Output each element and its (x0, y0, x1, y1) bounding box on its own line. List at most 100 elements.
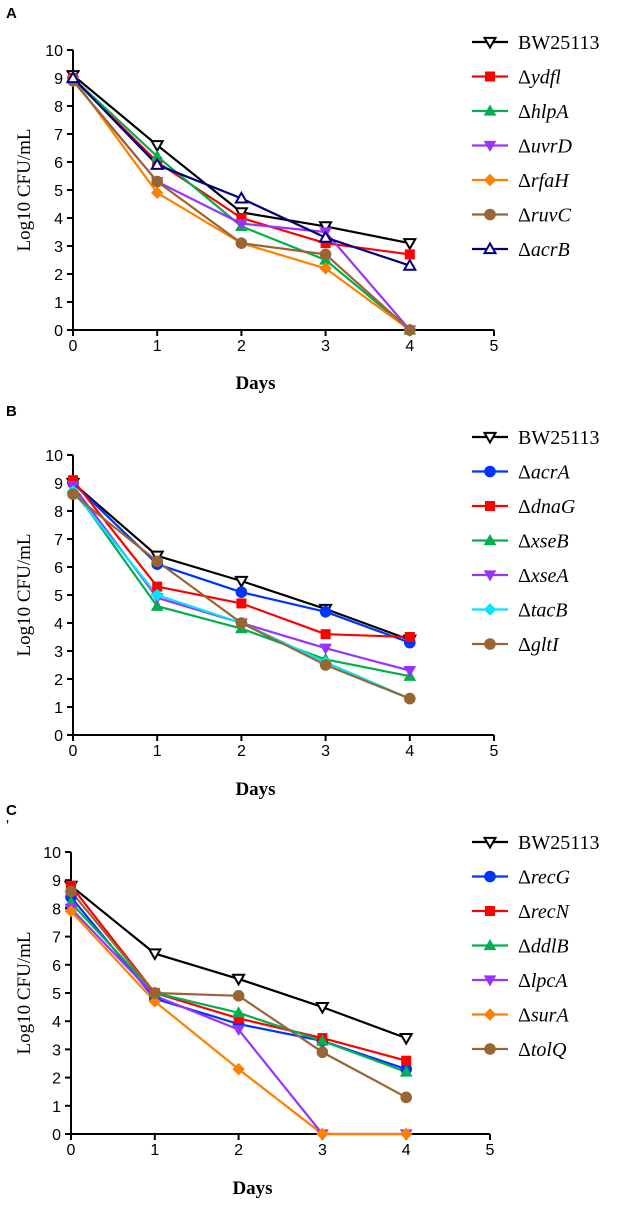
y-tick-label: 8 (52, 901, 61, 918)
data-point (232, 1025, 245, 1037)
legend-gene-name: xseA (530, 565, 570, 587)
panel-letter-a: A (6, 5, 17, 22)
data-point (65, 885, 77, 898)
y-tick-label: 1 (54, 700, 63, 717)
y-tick-label: 6 (54, 560, 63, 577)
legend-marker (484, 1043, 496, 1055)
legend-delta: Δ (518, 565, 531, 587)
legend-delta: Δ (518, 101, 531, 123)
legend-label: ΔacrB (518, 239, 570, 261)
data-point (316, 1046, 329, 1059)
x-tick-label: 0 (69, 338, 78, 355)
legend-label: ΔacrA (518, 462, 571, 484)
y-tick-label: 5 (52, 986, 61, 1003)
legend-delta: Δ (518, 970, 531, 992)
x-tick-label: 2 (237, 338, 246, 355)
legend-delta: Δ (518, 634, 531, 656)
legend-marker (484, 465, 496, 478)
data-point (151, 175, 163, 188)
y-axis-title: Log10 CFU/mL (14, 129, 35, 252)
data-point (399, 1065, 413, 1077)
legend-marker (483, 603, 497, 616)
data-point (402, 238, 418, 251)
panel-letter-c: C (6, 802, 17, 819)
y-tick-label: 7 (54, 532, 63, 549)
x-tick-label: 0 (69, 743, 78, 760)
legend-marker (482, 836, 498, 850)
data-point (232, 990, 245, 1002)
legend-marker (484, 638, 496, 650)
data-point (319, 248, 332, 261)
data-point (316, 1127, 329, 1141)
legend-label: ΔtacB (518, 600, 568, 622)
legend-label: ΔhlpA (518, 101, 569, 123)
legend-label: BW25113 (518, 832, 599, 854)
legend-marker (483, 104, 497, 116)
y-tick-label: 1 (54, 295, 63, 312)
data-point (148, 995, 162, 1008)
x-tick-label: 5 (490, 743, 499, 760)
legend-gene-name: acrA (531, 462, 571, 484)
data-point (398, 1032, 414, 1046)
y-tick-label: 8 (54, 504, 63, 521)
legend-delta: Δ (518, 531, 531, 553)
legend-delta: Δ (518, 67, 531, 89)
data-point (403, 665, 417, 678)
legend-delta: Δ (518, 867, 531, 889)
legend-gene-name: rfaH (531, 170, 570, 192)
panel-letter-b: B (6, 403, 17, 420)
y-tick-label: 4 (54, 211, 63, 228)
y-axis-title: Log10 CFU/mL (14, 534, 35, 657)
x-tick-label: 4 (405, 338, 414, 355)
y-tick-label: 0 (54, 323, 63, 340)
legend-marker (485, 71, 495, 82)
legend-delta: Δ (518, 496, 531, 518)
legend-marker (483, 533, 497, 546)
legend-label: ΔrecN (518, 901, 571, 923)
legend-label: ΔrfaH (518, 170, 570, 192)
x-axis-title: Days (235, 779, 275, 800)
data-point (150, 186, 164, 200)
legend-marker (483, 1008, 497, 1021)
legend-marker (482, 36, 498, 50)
x-tick-label: 1 (150, 1142, 159, 1159)
x-tick-label: 2 (234, 1142, 243, 1159)
legend-label: ΔruvC (518, 205, 572, 227)
legend-marker (484, 870, 496, 883)
y-tick-label: 1 (52, 1099, 61, 1116)
legend-gene-name: tolQ (531, 1039, 567, 1061)
data-point (319, 643, 332, 655)
legend-delta: Δ (518, 136, 531, 158)
legend-marker (482, 431, 498, 445)
x-axis-title: Days (235, 373, 275, 394)
y-tick-label: 5 (54, 183, 63, 200)
series-line (72, 482, 411, 641)
x-tick-label: 3 (321, 743, 330, 760)
data-point (147, 948, 163, 962)
legend-label: BW25113 (518, 427, 599, 449)
data-point (402, 258, 418, 271)
y-tick-label: 6 (52, 958, 61, 975)
legend-gene-name: lpcA (531, 970, 568, 992)
y-tick-label: 6 (54, 155, 63, 172)
data-point (235, 218, 248, 231)
legend-gene-name: xseB (530, 531, 569, 553)
data-point (235, 237, 248, 249)
y-tick-label: 3 (54, 644, 63, 661)
x-tick-label: 0 (67, 1142, 76, 1159)
x-tick-label: 5 (490, 338, 499, 355)
legend-delta: Δ (518, 936, 531, 958)
data-point (399, 1127, 413, 1141)
data-point (400, 1091, 413, 1104)
y-tick-label: 2 (54, 267, 63, 284)
y-tick-label: 10 (43, 845, 61, 862)
legend-label: ΔxseA (518, 565, 569, 587)
y-tick-label: 10 (45, 43, 63, 60)
y-tick-label: 0 (52, 1127, 61, 1144)
legend-gene-name: tacB (531, 600, 568, 622)
data-point (151, 555, 163, 568)
data-point (318, 230, 333, 243)
legend-gene-name: ydfl (529, 67, 561, 89)
legend-label: BW25113 (518, 32, 599, 54)
legend-label: ΔdnaG (518, 496, 576, 518)
